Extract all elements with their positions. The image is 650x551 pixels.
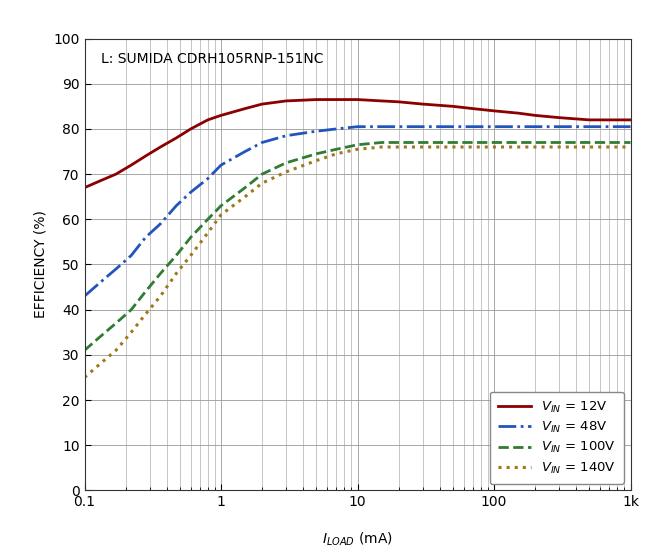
Y-axis label: EFFICIENCY (%): EFFICIENCY (%) bbox=[34, 210, 47, 318]
Text: L: SUMIDA CDRH105RNP-151NC: L: SUMIDA CDRH105RNP-151NC bbox=[101, 52, 324, 66]
Legend: $V_{IN}$ = 12V, $V_{IN}$ = 48V, $V_{IN}$ = 100V, $V_{IN}$ = 140V: $V_{IN}$ = 12V, $V_{IN}$ = 48V, $V_{IN}$… bbox=[489, 392, 624, 484]
Text: $I_{LOAD}$ (mA): $I_{LOAD}$ (mA) bbox=[322, 531, 393, 548]
